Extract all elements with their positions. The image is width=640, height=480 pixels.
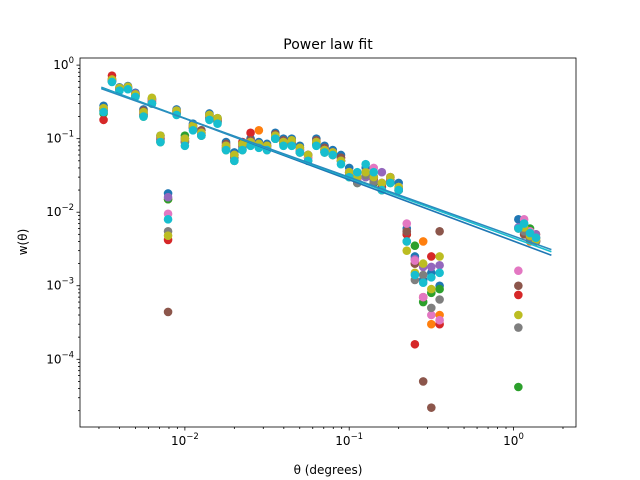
data-point <box>361 167 371 177</box>
data-point <box>514 266 523 276</box>
data-point <box>230 156 239 166</box>
data-point <box>435 260 444 270</box>
data-point <box>531 233 541 243</box>
data-point <box>369 167 379 177</box>
data-point <box>519 219 529 228</box>
data-point <box>271 134 280 143</box>
data-point <box>352 167 362 177</box>
data-point <box>435 315 444 325</box>
data-point <box>427 262 436 272</box>
y-tick-exponent: −3 <box>61 277 74 287</box>
data-point <box>107 77 117 87</box>
data-point <box>427 273 436 282</box>
data-point <box>287 141 297 151</box>
data-point <box>163 192 173 202</box>
data-point <box>435 295 444 304</box>
data-point <box>156 137 165 147</box>
data-point <box>427 284 436 294</box>
data-point <box>188 125 198 135</box>
scatter-points <box>99 71 541 412</box>
data-point <box>525 228 535 238</box>
data-point <box>180 141 190 151</box>
data-point <box>514 290 523 300</box>
data-point <box>312 141 321 151</box>
data-point <box>377 167 387 177</box>
data-point <box>402 237 412 246</box>
data-point <box>320 148 329 157</box>
data-point <box>238 145 247 155</box>
data-point <box>410 256 420 265</box>
data-point <box>328 150 338 160</box>
data-point <box>213 119 222 128</box>
y-tick-exponent: −4 <box>61 350 74 360</box>
data-point <box>410 241 420 251</box>
data-point <box>410 339 420 349</box>
data-point <box>514 382 523 392</box>
data-point <box>514 224 523 233</box>
x-tick-exponent: −1 <box>351 432 364 442</box>
data-point <box>197 131 206 140</box>
y-tick-exponent: −2 <box>61 203 74 213</box>
data-point <box>427 403 436 412</box>
data-point <box>180 134 190 143</box>
data-point <box>336 159 346 169</box>
data-point <box>410 270 420 280</box>
data-point <box>163 231 173 240</box>
fit-line <box>101 87 552 251</box>
data-point <box>435 268 444 278</box>
data-point <box>402 246 412 255</box>
data-point <box>435 284 444 294</box>
data-point <box>377 178 387 188</box>
data-point <box>418 270 428 280</box>
data-point <box>386 178 395 188</box>
y-axis-label: w(θ) <box>16 229 30 256</box>
data-point <box>418 377 428 386</box>
y-tick-exponent: −1 <box>61 130 74 140</box>
data-point <box>435 227 444 236</box>
data-point <box>254 125 264 135</box>
data-point <box>156 131 165 140</box>
fit-lines <box>101 86 552 256</box>
data-point <box>205 115 214 125</box>
x-tick-exponent: −2 <box>186 432 199 442</box>
data-point <box>221 145 231 155</box>
chart-title: Power law fit <box>283 37 373 53</box>
data-point <box>402 227 412 236</box>
y-tick-exponent: 0 <box>69 56 74 66</box>
data-point <box>99 107 108 117</box>
data-point <box>435 252 444 261</box>
data-point <box>427 310 436 320</box>
data-point <box>361 159 371 169</box>
plot-frame <box>79 57 577 428</box>
data-point <box>246 128 255 138</box>
data-point <box>163 307 173 317</box>
data-point <box>514 310 523 320</box>
data-point <box>99 115 108 125</box>
x-tick-exponent: 0 <box>518 432 523 442</box>
data-point <box>427 319 436 329</box>
data-point <box>427 303 436 313</box>
data-point <box>418 278 428 288</box>
data-point <box>123 84 133 94</box>
data-point <box>514 281 523 291</box>
data-point <box>163 215 173 224</box>
data-point <box>295 148 305 157</box>
data-point <box>394 185 403 195</box>
data-point <box>402 219 412 228</box>
data-point <box>514 323 523 332</box>
data-point <box>418 237 428 246</box>
data-point <box>279 141 288 151</box>
data-point <box>427 252 436 261</box>
data-point <box>139 112 148 121</box>
data-point <box>418 259 428 268</box>
data-point <box>238 139 247 149</box>
x-axis-label: θ (degrees) <box>294 463 363 477</box>
data-point <box>418 292 428 302</box>
